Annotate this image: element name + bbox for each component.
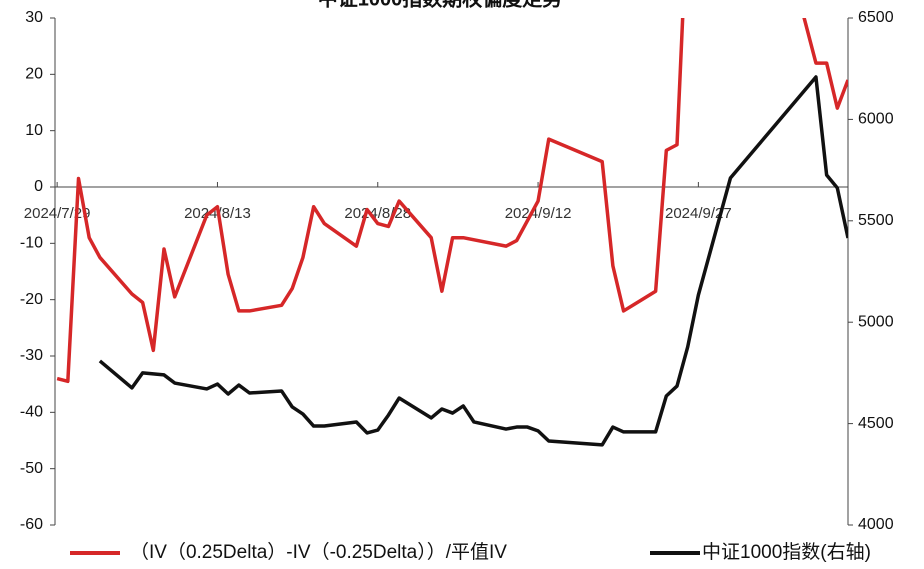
- y-tick-label: -20: [20, 291, 43, 308]
- y-tick-label: -30: [20, 347, 43, 364]
- series-line: [98, 75, 848, 447]
- legend-label: 中证1000指数(右轴): [702, 541, 871, 563]
- plot: [56, 18, 848, 447]
- x-tick-label: 2024/9/27: [665, 205, 732, 222]
- y2-tick-label: 6500: [858, 9, 894, 26]
- y-tick-label: -10: [20, 235, 43, 252]
- legend-label: （IV（0.25Delta）-IV（-0.25Delta））/平值IV: [130, 541, 507, 563]
- y2-tick-label: 4500: [858, 415, 894, 432]
- y2-tick-label: 5500: [858, 212, 894, 229]
- y-tick-label: -40: [20, 404, 43, 421]
- y-tick-label: -60: [20, 516, 43, 533]
- y-tick-label: 30: [25, 9, 43, 26]
- chart-title: 中证1000指数期权偏度走势: [318, 0, 563, 10]
- x-tick-label: 2024/8/28: [344, 205, 411, 222]
- x-tick-label: 2024/9/12: [505, 205, 572, 222]
- x-tick-label: 2024/7/29: [24, 205, 91, 222]
- series-line: [56, 18, 848, 384]
- y-tick-label: 10: [25, 122, 43, 139]
- y-tick-label: 20: [25, 66, 43, 83]
- y2-tick-label: 4000: [858, 516, 894, 533]
- y2-tick-label: 6000: [858, 111, 894, 128]
- y2-tick-label: 5000: [858, 313, 894, 330]
- y-tick-label: -50: [20, 460, 43, 477]
- y-tick-label: 0: [34, 178, 43, 195]
